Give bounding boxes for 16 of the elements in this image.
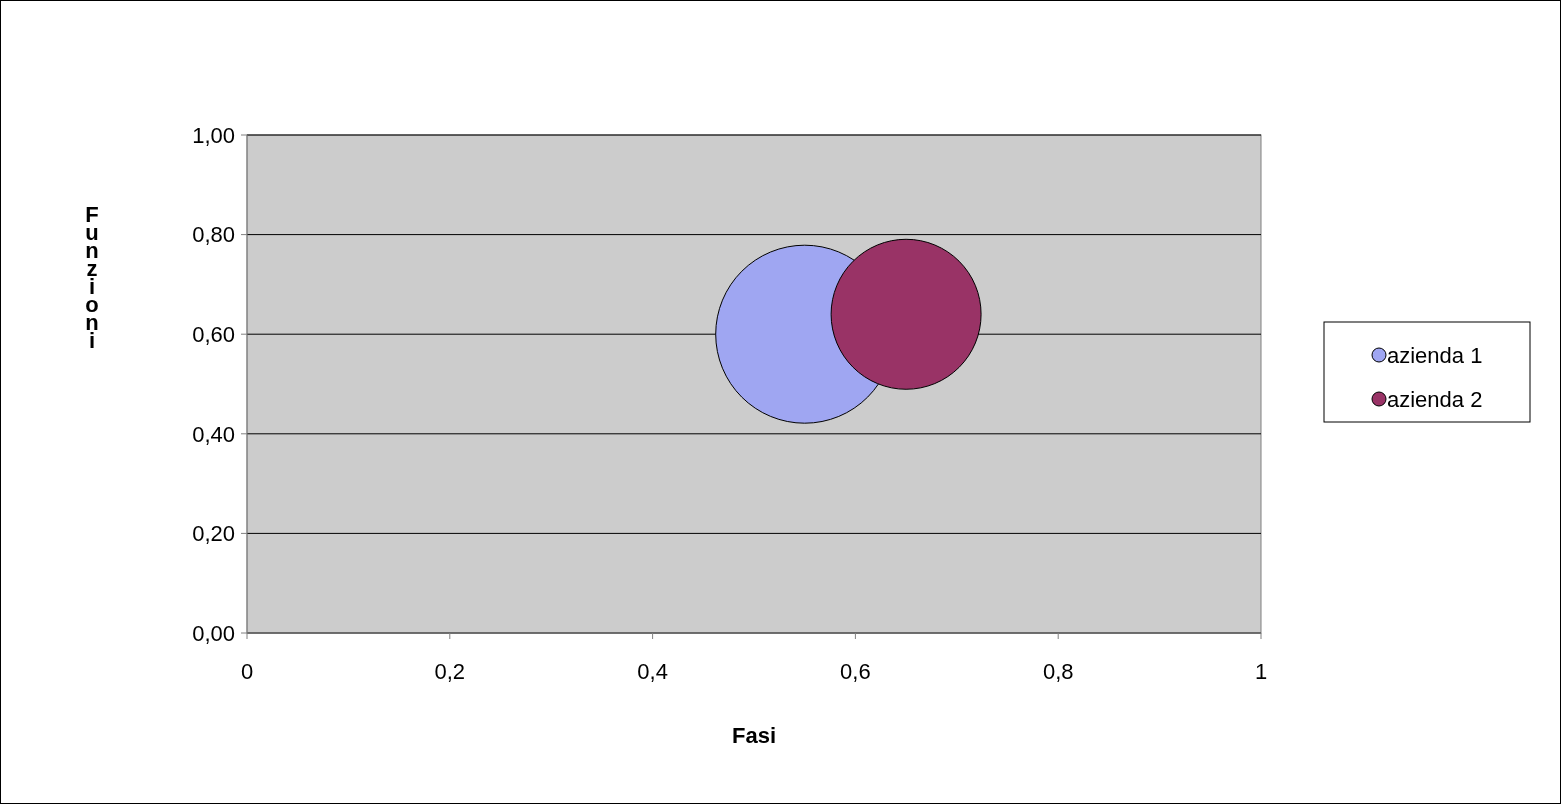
x-axis-title: Fasi (731, 723, 777, 748)
x-tick-label: 0 (240, 659, 254, 684)
x-tick-label: 0,6 (840, 659, 871, 684)
y-tick-label: 0,60 (192, 321, 235, 347)
y-tick-label: 1,00 (192, 122, 235, 148)
y-tick-label: 0,80 (192, 222, 235, 248)
x-tick-label: 0,8 (1042, 659, 1074, 684)
y-tick-label: 0,20 (192, 521, 235, 547)
y-axis-title: Funzioni (85, 202, 99, 353)
x-tick-label: 0,2 (434, 659, 466, 684)
x-tick-label: 0,4 (637, 659, 668, 684)
legend-label: azienda 1 (1387, 342, 1483, 368)
y-tick-label: 0,00 (192, 620, 235, 646)
x-tick-label: 1 (1254, 659, 1268, 684)
legend-label: azienda 2 (1387, 386, 1483, 412)
y-tick-label: 0,40 (192, 421, 235, 447)
